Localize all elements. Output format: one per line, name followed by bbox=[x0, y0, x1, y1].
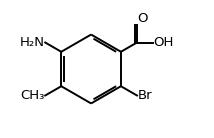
Text: OH: OH bbox=[153, 36, 174, 49]
Text: CH₃: CH₃ bbox=[20, 89, 45, 102]
Text: O: O bbox=[138, 12, 148, 25]
Text: H₂N: H₂N bbox=[19, 36, 45, 49]
Text: Br: Br bbox=[138, 89, 152, 102]
